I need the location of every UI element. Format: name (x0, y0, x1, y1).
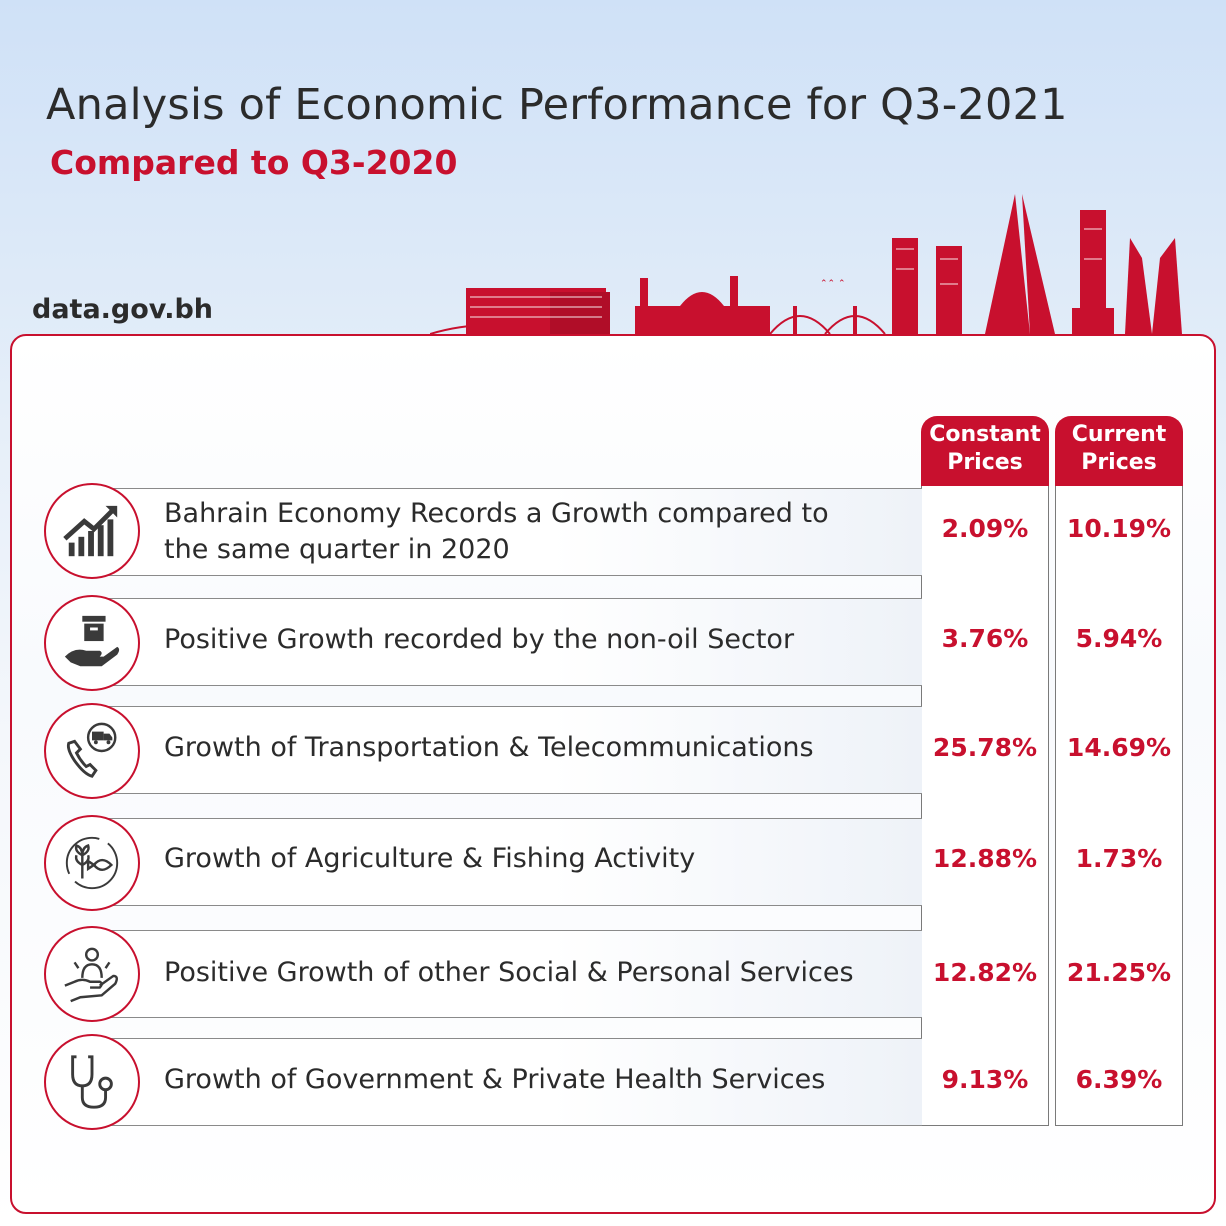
stethoscope-icon (44, 1034, 140, 1130)
row-label: Growth of Transportation & Telecommunica… (164, 732, 814, 763)
current-price-value: 5.94% (1075, 624, 1163, 653)
constant-price-value: 9.13% (941, 1065, 1029, 1094)
page-title: Analysis of Economic Performance for Q3-… (46, 80, 1068, 130)
wheat-fish-icon (44, 815, 140, 911)
constant-price-value: 2.09% (941, 514, 1029, 543)
current-price-value: 1.73% (1075, 844, 1163, 873)
hand-box-icon (44, 595, 140, 691)
constant-price-value: 12.82% (932, 958, 1038, 987)
current-price-value: 14.69% (1066, 733, 1172, 762)
row-label: Growth of Agriculture & Fishing Activity (164, 843, 696, 874)
page-subtitle: Compared to Q3-2020 (50, 143, 458, 182)
row-label: Growth of Government & Private Health Se… (164, 1064, 826, 1095)
bahrain-skyline-illustration: ⌃⌃ ⌃ (430, 194, 1182, 335)
table-row (100, 818, 922, 906)
svg-text:⌃⌃ ⌃: ⌃⌃ ⌃ (820, 279, 845, 289)
table-row (100, 598, 922, 686)
table-row (100, 930, 922, 1018)
table-row (100, 706, 922, 794)
current-price-value: 10.19% (1066, 514, 1172, 543)
constant-price-value: 12.88% (932, 844, 1038, 873)
column-current-prices (1055, 486, 1183, 1126)
current-price-value: 21.25% (1066, 958, 1172, 987)
row-label: Bahrain Economy Records a Growth compare… (164, 498, 829, 565)
phone-truck-icon (44, 703, 140, 799)
growth-chart-icon (44, 483, 140, 579)
column-constant-prices (921, 486, 1049, 1126)
constant-price-value: 3.76% (941, 624, 1029, 653)
row-label: Positive Growth of other Social & Person… (164, 957, 854, 988)
hand-person-icon (44, 926, 140, 1022)
table-row (100, 1038, 922, 1126)
constant-price-value: 25.78% (932, 733, 1038, 762)
site-link[interactable]: data.gov.bh (32, 294, 214, 325)
column-header-constant-prices: Constant Prices (921, 416, 1049, 487)
current-price-value: 6.39% (1075, 1065, 1163, 1094)
column-header-current-prices: Current Prices (1055, 416, 1183, 487)
row-label: Positive Growth recorded by the non-oil … (164, 624, 795, 655)
table-row (100, 488, 922, 576)
